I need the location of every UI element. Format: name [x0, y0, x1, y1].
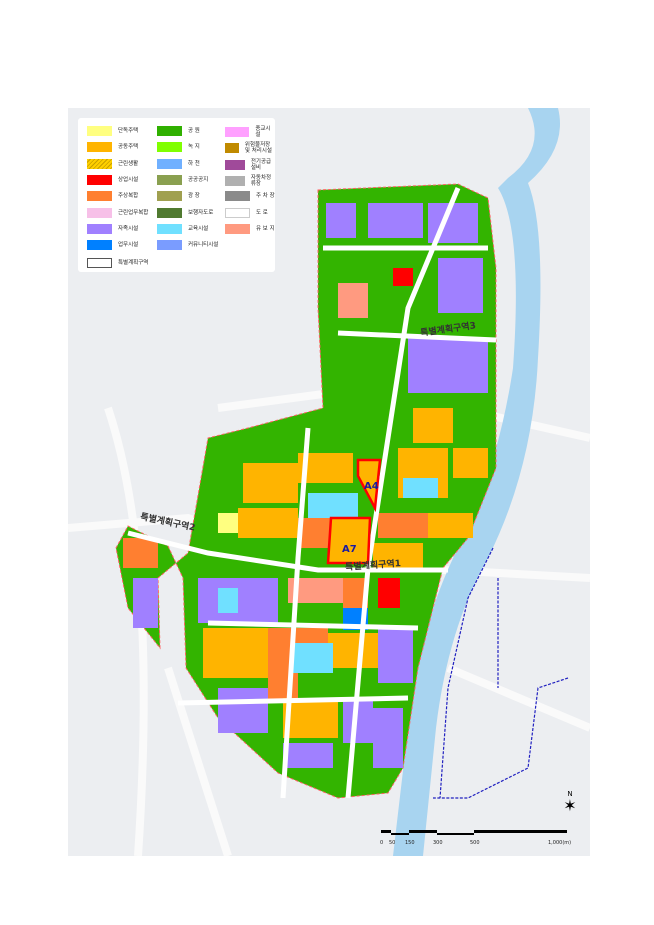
legend-label: 업무시설: [118, 242, 139, 249]
legend-swatch: [87, 142, 112, 153]
legend-label: 전기공급설비: [250, 158, 272, 171]
legend-swatch: [87, 258, 112, 268]
parcel-a7: [326, 516, 372, 565]
legend-item: 도 로: [225, 207, 268, 218]
legend-item: 주 차 장: [225, 191, 275, 202]
legend-label: 커뮤니티시설: [188, 242, 219, 249]
legend-item: 근린업무복합: [87, 207, 149, 218]
legend-swatch: [157, 126, 182, 136]
legend-item: 자동차정류장: [225, 175, 275, 187]
legend-item: 커뮤니티시설: [157, 240, 219, 251]
north-label: N: [567, 790, 573, 798]
legend-label: 근린업무복합: [118, 209, 149, 216]
legend-item: 주상복합: [87, 191, 139, 202]
legend-item: 하 천: [157, 158, 200, 169]
legend-item: 보행자도로: [157, 207, 214, 218]
legend-swatch: [87, 223, 112, 234]
parcel-a4-label: A4: [364, 481, 379, 492]
scale-tick: 300: [433, 840, 443, 846]
river: [393, 108, 560, 856]
legend-item-special-zone: 특별계획구역: [87, 258, 148, 268]
legend-label: 하 천: [188, 160, 200, 167]
administrative-boundary: [433, 547, 569, 799]
legend-swatch: [87, 240, 112, 251]
parcel-a4: [356, 458, 382, 513]
legend-label: 주 차 장: [256, 193, 275, 200]
legend-item: 근린생활: [87, 158, 139, 169]
legend-item: 위험물저장 및 처리시설: [225, 142, 275, 154]
legend-swatch: [225, 127, 250, 137]
legend-swatch: [157, 240, 182, 251]
legend-label: 자족시설: [118, 225, 139, 232]
legend-swatch: [225, 143, 239, 154]
legend-label: 공동주택: [118, 144, 139, 151]
legend-item: 상업시설: [87, 174, 139, 185]
legend-item: 전기공급설비: [225, 159, 275, 171]
legend-label: 상업시설: [118, 176, 139, 183]
legend-label: 도 로: [256, 209, 268, 216]
legend-swatch: [157, 207, 182, 218]
scale-tick: 1,000(m): [548, 840, 572, 846]
legend-item: 공 원: [157, 126, 200, 136]
legend-swatch: [225, 223, 250, 234]
legend-label: 보행자도로: [188, 209, 214, 216]
legend-item: 종교시설: [225, 126, 275, 138]
legend-label: 공공공지: [188, 176, 209, 183]
legend-label: 유 보 지: [256, 225, 275, 232]
legend-swatch: [87, 126, 112, 136]
north-arrow: N ✶: [558, 790, 582, 814]
legend-swatch: [157, 191, 182, 202]
legend-swatch: [87, 207, 112, 218]
legend-label: 근린생활: [118, 160, 139, 167]
land-use-map: [68, 108, 590, 856]
legend-label: 특별계획구역: [118, 260, 149, 266]
legend-label: 광 장: [188, 193, 200, 200]
legend-label: 공 원: [188, 128, 200, 134]
legend-label: 녹 지: [188, 144, 200, 151]
district-roads: [127, 187, 497, 799]
legend-swatch: [225, 207, 250, 218]
legend-swatch: [157, 158, 182, 169]
legend-label: 종교시설: [255, 126, 271, 138]
legend-swatch: [225, 191, 250, 202]
legend-item: 광 장: [157, 191, 200, 202]
legend-label: 주상복합: [118, 193, 139, 200]
legend-label: 교육시설: [188, 225, 209, 232]
legend-swatch: [87, 174, 112, 185]
legend-label: 위험물저장 및 처리시설: [244, 142, 272, 155]
scale-tick: 500: [470, 840, 480, 846]
scale-tick: 0: [380, 840, 384, 846]
legend-item: 공공공지: [157, 174, 209, 185]
legend-swatch: [157, 174, 182, 185]
parcel-a7-label: A7: [342, 544, 357, 555]
legend-swatch: [87, 158, 112, 169]
legend-item: 녹 지: [157, 142, 200, 153]
legend-item: 교육시설: [157, 223, 209, 234]
legend-item: 공동주택: [87, 142, 139, 153]
legend-swatch: [225, 159, 245, 170]
legend-item: 자족시설: [87, 223, 139, 234]
legend-swatch: [225, 175, 245, 186]
legend-swatch: [157, 223, 182, 234]
compass-icon: ✶: [563, 796, 577, 815]
land-parcels: [123, 203, 488, 768]
legend-item: 업무시설: [87, 240, 139, 251]
scale-bar: [381, 830, 567, 835]
legend-swatch: [87, 191, 112, 202]
scale-tick: 50: [389, 840, 396, 846]
legend-item: 단독주택: [87, 126, 138, 136]
legend-swatch: [157, 142, 182, 153]
legend-item: 유 보 지: [225, 223, 275, 234]
legend-label: 자동차정류장: [250, 174, 272, 187]
legend-label: 단독주택: [118, 128, 139, 134]
scale-tick: 150: [405, 840, 415, 846]
